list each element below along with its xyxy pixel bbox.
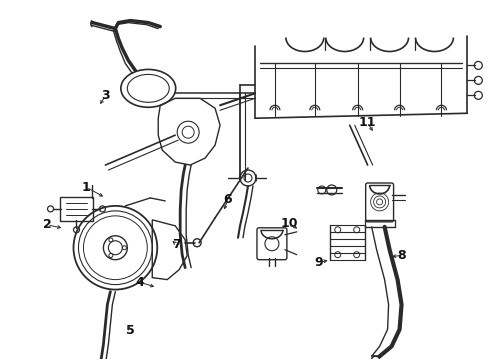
Text: 8: 8 bbox=[397, 249, 406, 262]
Text: 2: 2 bbox=[43, 218, 51, 231]
Text: 10: 10 bbox=[280, 216, 298, 230]
Text: 1: 1 bbox=[82, 181, 91, 194]
Text: 9: 9 bbox=[314, 256, 322, 269]
Text: 3: 3 bbox=[101, 89, 110, 102]
Text: 5: 5 bbox=[126, 324, 135, 337]
Text: 4: 4 bbox=[136, 276, 145, 289]
Text: 7: 7 bbox=[172, 238, 181, 251]
Text: 11: 11 bbox=[358, 116, 376, 129]
Text: 6: 6 bbox=[223, 193, 232, 206]
